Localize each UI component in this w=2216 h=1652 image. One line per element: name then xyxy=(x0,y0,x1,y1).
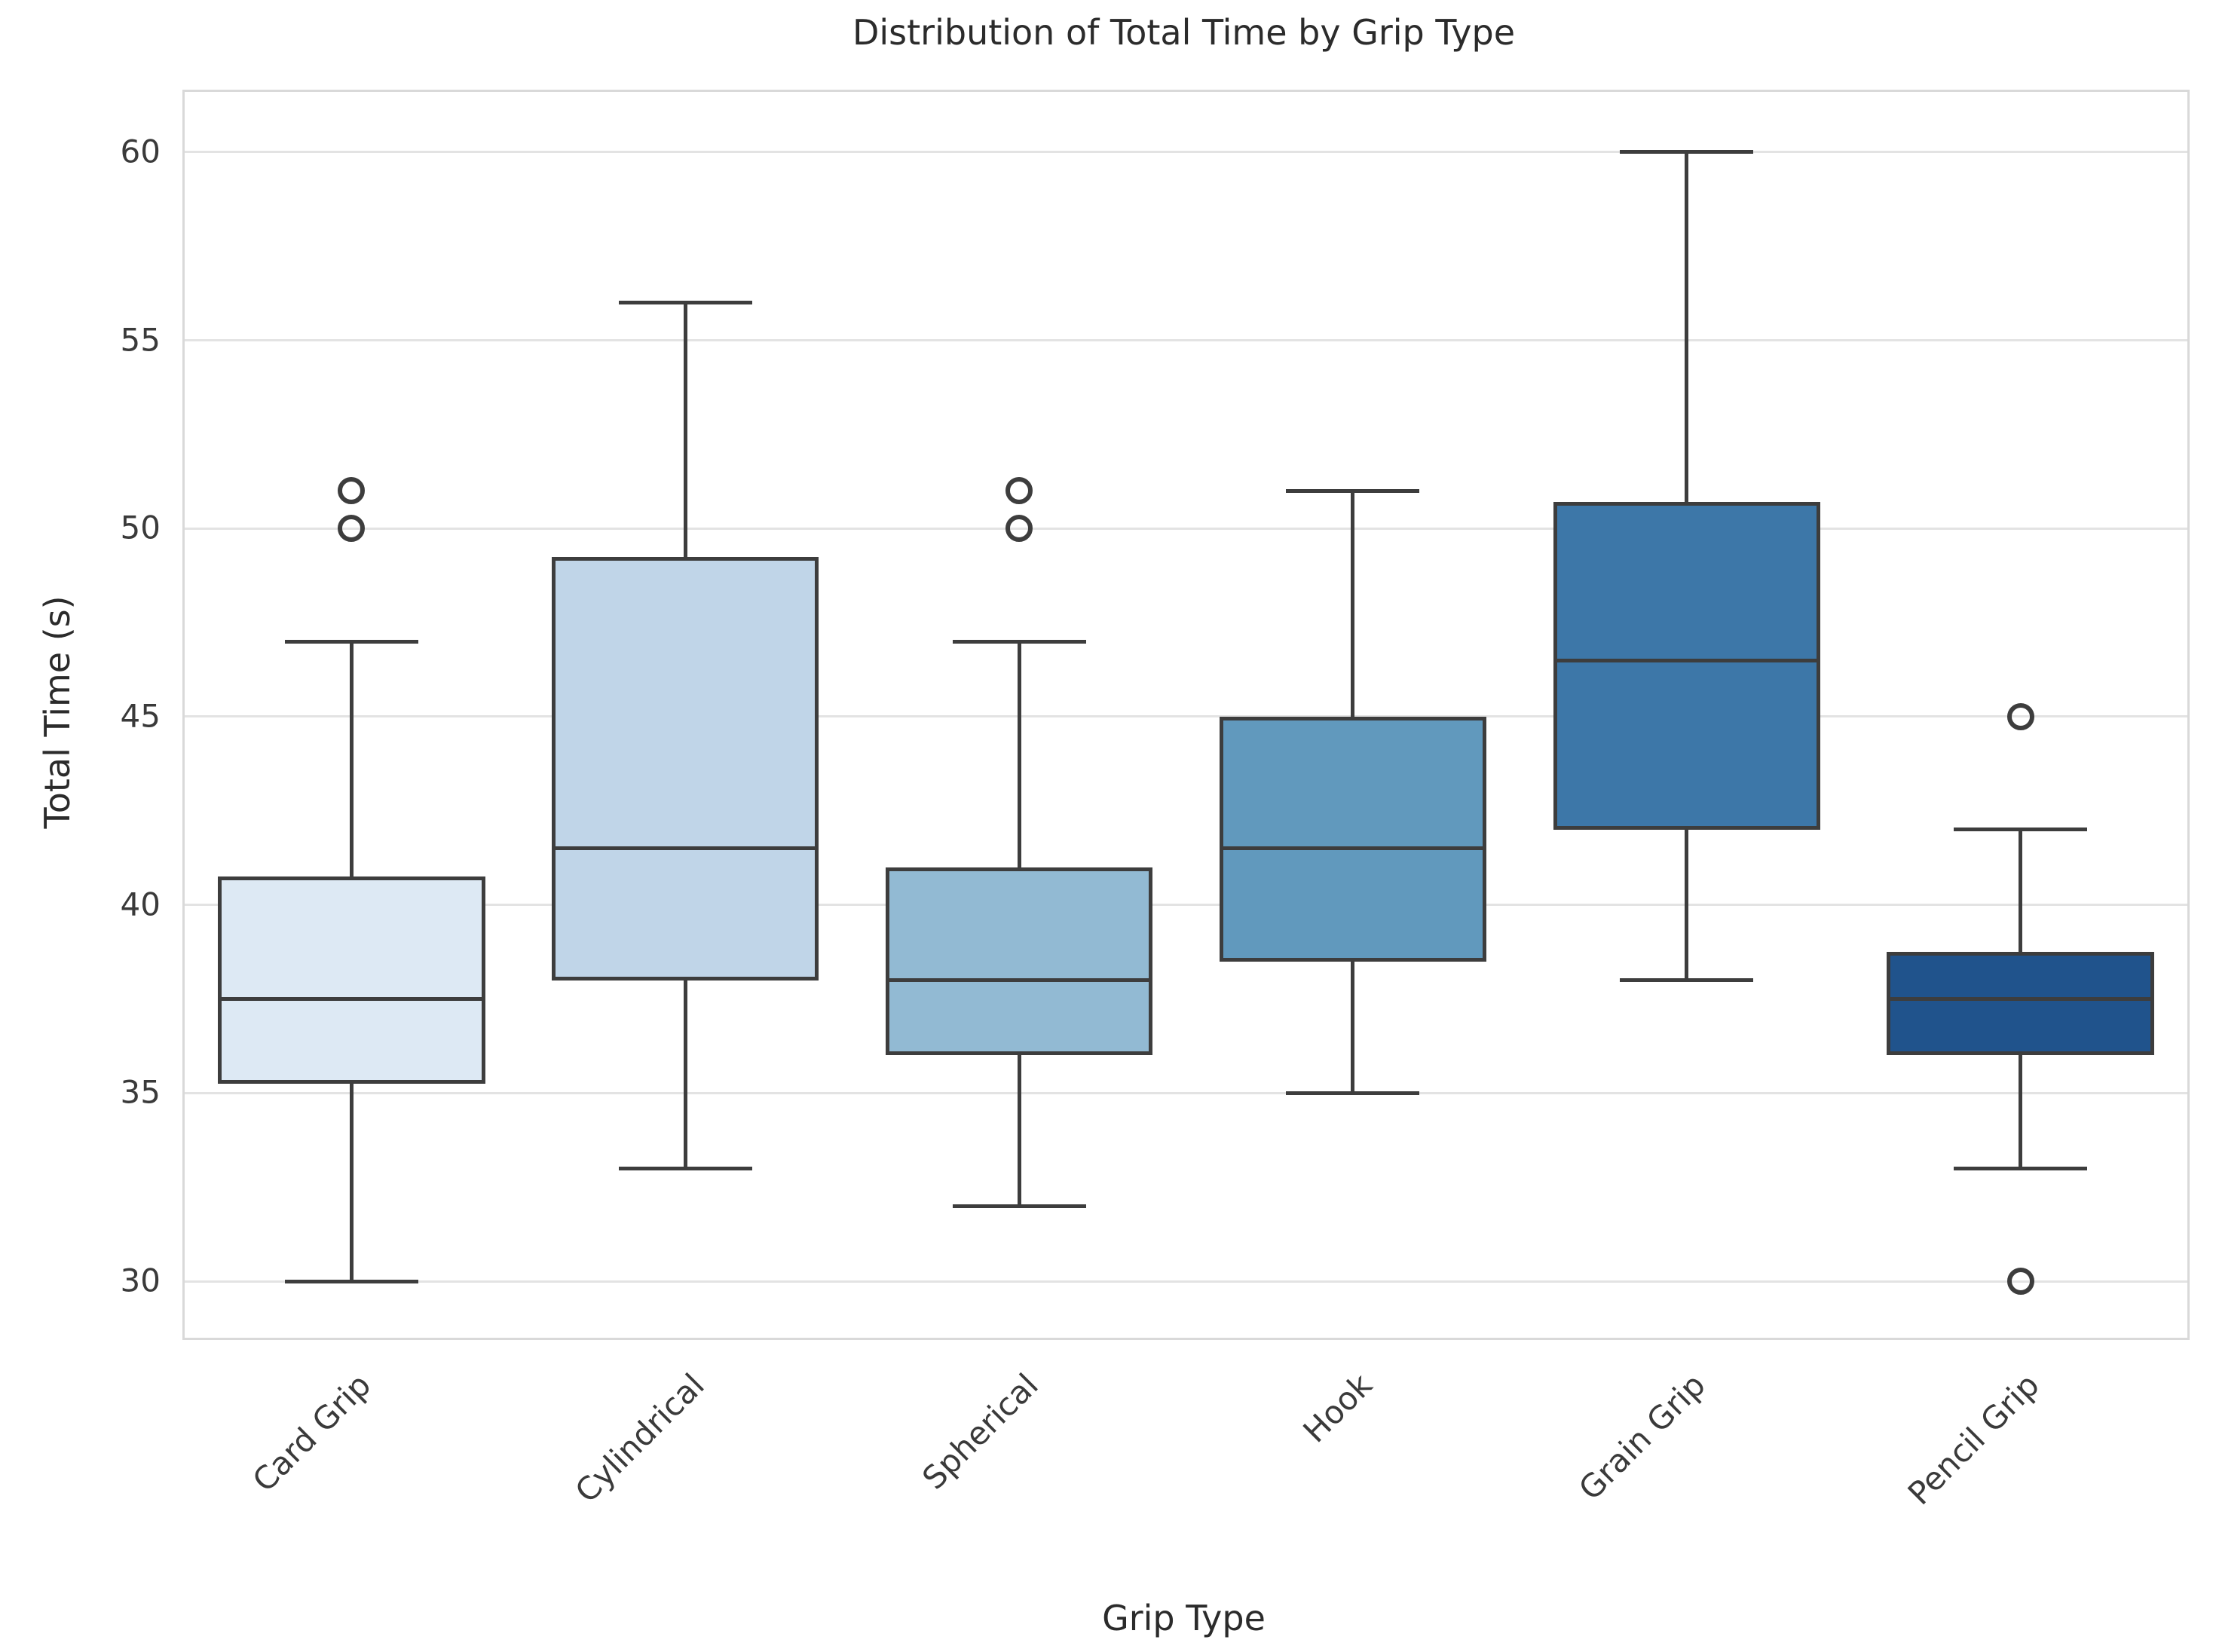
box-pencil-grip xyxy=(1887,952,2154,1056)
chart-title: Distribution of Total Time by Grip Type xyxy=(852,12,1516,53)
y-tick-label: 40 xyxy=(120,886,161,923)
box-hook xyxy=(1219,716,1487,962)
box-cylindrical xyxy=(552,556,819,980)
outlier-marker xyxy=(338,515,366,543)
whisker-cap xyxy=(284,639,418,644)
outlier-marker xyxy=(1005,515,1033,543)
plot-area: 30 35 40 45 50 55 60 Card Grip Cylindrical Spheri… xyxy=(121,90,2190,1512)
gridline xyxy=(185,715,2187,718)
whisker-cap xyxy=(952,639,1086,644)
whisker-line xyxy=(1351,961,1355,1094)
whisker-line xyxy=(349,641,354,877)
x-tick-label: Cylindrical xyxy=(568,1366,712,1510)
y-tick-label: 45 xyxy=(120,697,161,735)
x-tick-label: Pencil Grip xyxy=(1901,1366,2047,1513)
y-tick-label: 50 xyxy=(120,509,161,546)
whisker-line xyxy=(1351,491,1355,717)
outlier-marker xyxy=(1005,477,1033,505)
whisker-cap xyxy=(1954,828,2088,832)
whisker-line xyxy=(1685,829,1689,980)
median-line xyxy=(1219,846,1487,851)
gridline xyxy=(185,339,2187,342)
whisker-line xyxy=(349,1083,354,1282)
whisker-line xyxy=(683,980,687,1169)
box-grain-grip xyxy=(1553,502,1820,830)
whisker-line xyxy=(1017,1055,1021,1207)
gridline xyxy=(185,904,2187,907)
median-line xyxy=(218,997,485,1002)
box-card-grip xyxy=(218,876,485,1084)
outlier-marker xyxy=(2006,702,2034,730)
whisker-line xyxy=(1685,151,1689,503)
whisker-cap xyxy=(1286,1091,1420,1095)
whisker-cap xyxy=(618,1166,752,1170)
outlier-marker xyxy=(2006,1268,2034,1296)
whisker-cap xyxy=(1620,150,1754,154)
x-axis-label: Grip Type xyxy=(1102,1598,1266,1638)
median-line xyxy=(1887,997,2154,1002)
whisker-line xyxy=(1017,641,1021,867)
whisker-cap xyxy=(1954,1166,2088,1170)
whisker-cap xyxy=(284,1279,418,1283)
gridline xyxy=(185,527,2187,530)
median-line xyxy=(885,978,1153,983)
whisker-line xyxy=(2019,1055,2023,1169)
median-line xyxy=(1553,658,1820,662)
whisker-cap xyxy=(952,1204,1086,1208)
x-tick-label: Hook xyxy=(1296,1366,1379,1450)
x-tick-label: Card Grip xyxy=(245,1366,378,1499)
median-line xyxy=(552,846,819,851)
whisker-line xyxy=(683,302,687,557)
y-axis-label: Total Time (s) xyxy=(37,595,78,829)
whisker-line xyxy=(2019,829,2023,953)
whisker-cap xyxy=(618,301,752,305)
box-spherical xyxy=(885,867,1153,1056)
y-tick-label: 60 xyxy=(120,133,161,170)
x-tick-label: Grain Grip xyxy=(1572,1366,1713,1507)
x-tick-label: Spherical xyxy=(915,1366,1045,1497)
gridline xyxy=(185,151,2187,154)
gridline xyxy=(185,1091,2187,1094)
y-tick-label: 55 xyxy=(120,321,161,359)
whisker-cap xyxy=(1286,488,1420,493)
gridline xyxy=(185,1280,2187,1283)
y-tick-label: 30 xyxy=(120,1262,161,1299)
outlier-marker xyxy=(338,477,366,505)
whisker-cap xyxy=(1620,978,1754,983)
y-tick-label: 35 xyxy=(120,1073,161,1111)
